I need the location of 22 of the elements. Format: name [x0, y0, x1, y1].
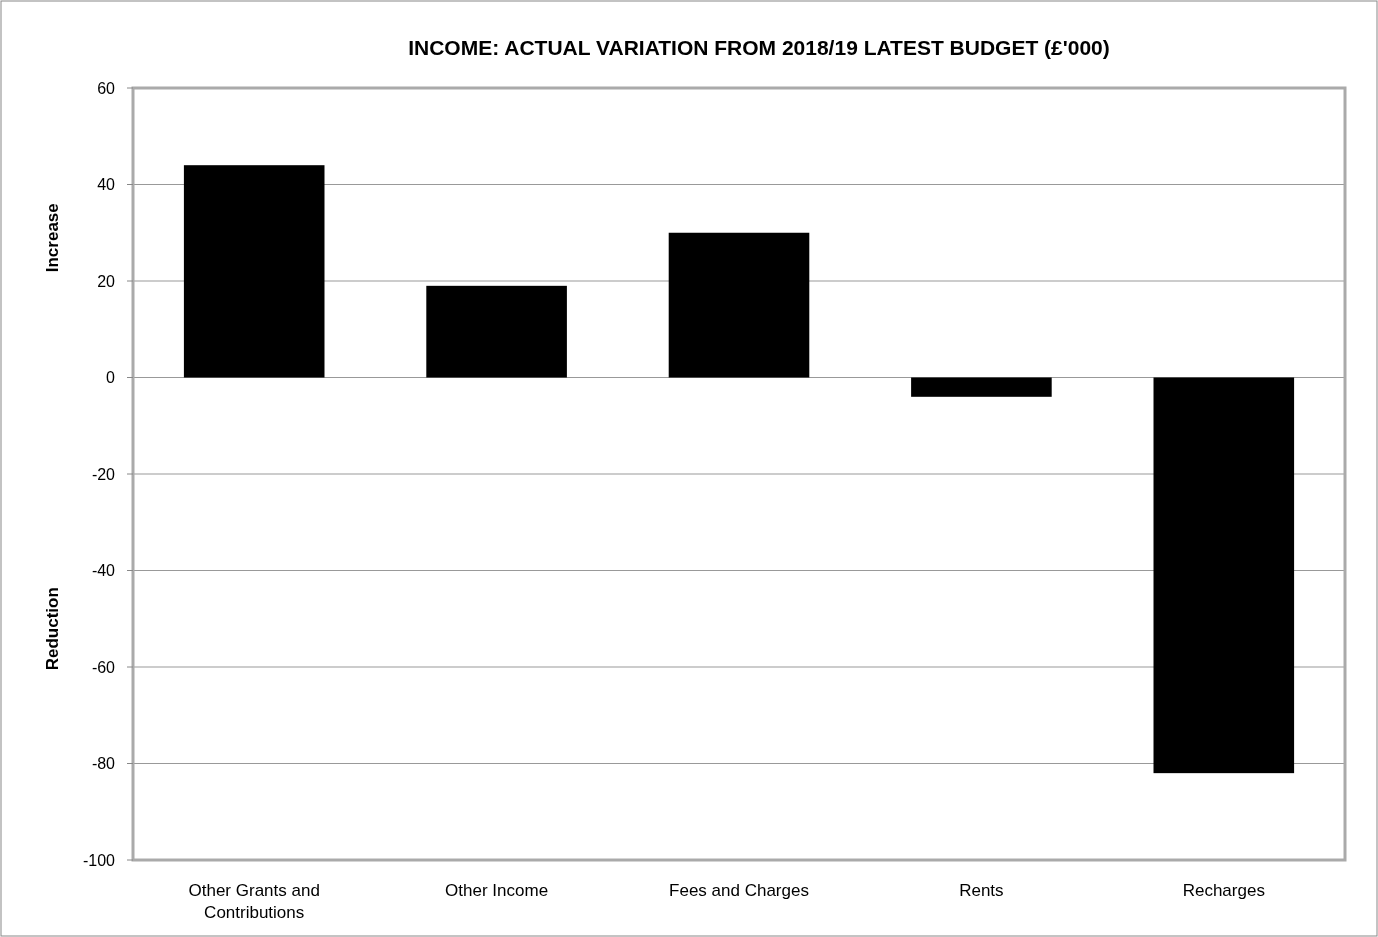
chart-title: INCOME: ACTUAL VARIATION FROM 2018/19 LATEST BUDGET (£'000) — [408, 36, 1110, 59]
x-tick-label: Other Income — [445, 881, 549, 900]
x-tick-label: Other Grants and Contributions — [188, 881, 320, 922]
y-tick-label: 60 — [97, 79, 116, 97]
y-tick-label: -40 — [91, 562, 116, 580]
y-tick-label: 40 — [97, 176, 116, 194]
bar — [911, 377, 1052, 397]
x-tick-label: Recharges — [1182, 881, 1265, 900]
y-tick-label: -80 — [91, 755, 116, 773]
y-tick-label: 20 — [97, 272, 116, 290]
x-tick-label: Fees and Charges — [669, 881, 809, 900]
bar — [1153, 377, 1295, 774]
bar — [426, 285, 567, 378]
x-tick-label: Rents — [959, 881, 1004, 900]
text: Reduction — [43, 587, 62, 671]
y-tick-label: 0 — [106, 369, 116, 387]
y-tick-label: -100 — [82, 851, 116, 869]
bar — [183, 165, 325, 378]
y-tick-label: -20 — [91, 465, 116, 483]
bar — [668, 232, 810, 378]
y-tick-label: -60 — [91, 658, 116, 676]
y-axis-title: Increase — [43, 203, 62, 273]
